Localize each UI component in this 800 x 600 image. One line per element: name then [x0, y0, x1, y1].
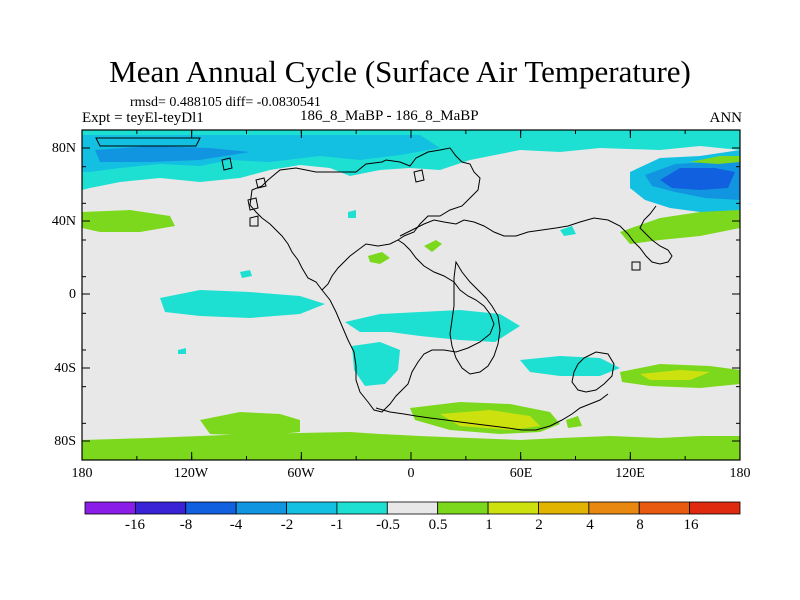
- x-tick-label: 120E: [615, 466, 645, 481]
- colorbar-label: 0.5: [428, 517, 448, 533]
- colorbar: [84, 501, 741, 515]
- colorbar-swatch: [185, 501, 237, 515]
- season-label: ANN: [709, 110, 743, 126]
- scatter-patch: [240, 270, 252, 278]
- coast-antarctica: [375, 393, 609, 431]
- x-tick-label: 180: [729, 466, 751, 481]
- europe-green-patch: [424, 240, 442, 252]
- colorbar-swatch: [286, 501, 338, 515]
- colorbar-swatch: [538, 501, 590, 515]
- colorbar-swatch: [134, 501, 187, 515]
- coast-island-7: [95, 137, 201, 147]
- coast-island-3: [247, 197, 259, 211]
- x-tick-label: 120W: [173, 466, 209, 481]
- case-label: 186_8_MaBP - 186_8_MaBP: [300, 108, 479, 124]
- coast-island-1: [221, 157, 233, 171]
- colorbar-label: -8: [179, 517, 193, 533]
- y-tick-label: 80N: [51, 141, 76, 156]
- y-tick-label: 0: [69, 287, 76, 302]
- asia-deep-blue-region: [660, 168, 735, 190]
- colorbar-swatch: [689, 501, 741, 515]
- coast-australia: [571, 351, 615, 393]
- antarctic-green-patch: [200, 412, 300, 436]
- y-tick-label: 40N: [51, 214, 76, 229]
- coastlines: [95, 137, 673, 431]
- y-tick-label: 40S: [54, 361, 76, 376]
- asia-green-patch: [690, 156, 740, 164]
- coast-north-america: [249, 147, 481, 291]
- x-tick-label: 60W: [287, 466, 315, 481]
- colorbar-label: -2: [280, 517, 294, 533]
- x-tick-label: 60E: [509, 466, 533, 481]
- experiment-label: Expt = teyEl-teyDl1: [82, 110, 204, 126]
- colorbar-swatch: [235, 501, 287, 515]
- antarctic-green-band: [82, 432, 740, 460]
- colorbar-label: -16: [125, 517, 145, 533]
- map-field: [82, 130, 740, 460]
- tropical-pacific-cyan-region: [160, 290, 325, 318]
- south-pacific-yellow-green-region: [640, 370, 710, 380]
- coast-south-america: [321, 239, 495, 413]
- colorbar-label: -4: [229, 517, 243, 533]
- colorbar-label: 8: [636, 517, 644, 533]
- central-tropics-cyan-region: [345, 310, 520, 342]
- x-tick-label: 180: [71, 466, 93, 481]
- colorbar-label: -0.5: [376, 517, 400, 533]
- coast-island-2: [255, 177, 267, 189]
- arctic-blue-region: [95, 146, 250, 162]
- colorbar-label: 1: [485, 517, 493, 533]
- axis-ticks: [81, 129, 741, 461]
- scatter-patch: [178, 348, 186, 354]
- colorbar-swatch: [386, 501, 439, 515]
- colorbar-swatch: [638, 501, 691, 515]
- south-indian-cyan-region: [520, 356, 620, 376]
- colorbar-swatch: [437, 501, 489, 515]
- x-tick-label: 0: [407, 466, 415, 481]
- colorbar-swatch: [588, 501, 640, 515]
- southern-ocean-yellow-green-region: [440, 410, 540, 430]
- y-tick-label: 80S: [54, 434, 76, 449]
- colorbar-label: 4: [586, 517, 594, 533]
- north-america-green-patch: [368, 252, 390, 264]
- colorbar-swatch: [84, 501, 136, 515]
- colorbar-swatch: [487, 501, 539, 515]
- coast-island-6: [631, 261, 641, 271]
- scatter-patch: [560, 226, 576, 236]
- coast-eurasia: [399, 205, 673, 265]
- east-pacific-green-region: [620, 210, 740, 244]
- stats-line: rmsd= 0.488105 diff= -0.0830541: [130, 95, 321, 110]
- colorbar-swatch: [336, 501, 388, 515]
- scatter-patch: [566, 416, 582, 428]
- figure-title: Mean Annual Cycle (Surface Air Temperatu…: [109, 54, 691, 89]
- north-pacific-green-region: [82, 210, 175, 232]
- scatter-patch: [348, 210, 356, 218]
- arctic-sky-region: [82, 135, 440, 172]
- colorbar-label: -1: [330, 517, 344, 533]
- coast-island-4: [249, 215, 259, 227]
- colorbar-label: 16: [683, 517, 699, 533]
- south-atlantic-cyan-region: [352, 342, 400, 386]
- colorbar-label: 2: [535, 517, 543, 533]
- coast-island-5: [413, 169, 425, 183]
- coast-africa: [449, 260, 501, 375]
